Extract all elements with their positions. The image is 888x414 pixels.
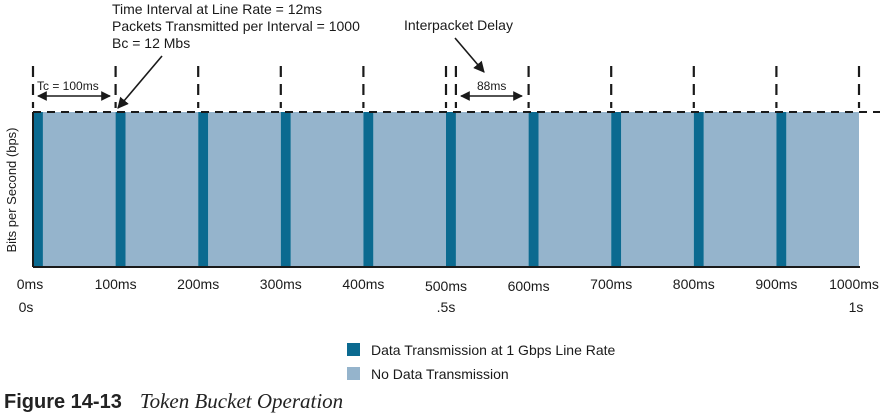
idle-period-4 [373,112,446,267]
y-axis-label: Bits per Second (bps) [4,127,19,252]
idle-period-7 [621,112,694,267]
transmit-burst-1 [115,112,126,267]
transmit-burst-2 [198,112,209,267]
token-bucket-diagram: 0ms 100ms 200ms 300ms 400ms 500ms 600ms 700ms 80… [4,1,880,315]
figure-title: Token Bucket Operation [139,389,344,413]
transmit-burst-9 [776,112,787,267]
idle-period-8 [703,112,777,267]
secondary-tick-label-0: 0s [19,299,34,315]
idle-period-2 [208,112,281,267]
tick-labels: 0ms 100ms 200ms 300ms 400ms 500ms 600ms 700ms 80… [17,276,879,315]
figure-label: Figure 14-13 [4,391,122,413]
legend-label-idle: No Data Transmission [371,366,509,382]
idle-period-0 [42,112,116,267]
callout-line-1: Time Interval at Line Rate = 12ms [112,1,322,17]
transmit-burst-6 [528,112,539,267]
transmit-burst-5 [446,112,456,267]
tick-label-2: 200ms [177,276,219,292]
tick-label-10: 1000ms [829,276,879,292]
legend-label-transmit: Data Transmission at 1 Gbps Line Rate [371,342,616,358]
tick-label-8: 800ms [673,276,715,292]
idle-period-9 [786,112,859,267]
bars-layer [33,112,859,267]
transmit-burst-3 [280,112,291,267]
legend-swatch-idle [347,367,360,380]
tick-label-0: 0ms [17,276,43,292]
idle-period-6 [538,112,612,267]
tick-label-5: 500ms [425,278,467,294]
transmit-burst-8 [693,112,704,267]
interval-markers [31,66,861,108]
transmit-burst-0 [33,112,43,267]
delay-label: 88ms [477,79,506,93]
idle-period-3 [290,112,364,267]
idle-period-5 [455,112,529,267]
callout-line-2: Packets Transmitted per Interval = 1000 [112,18,360,34]
tick-label-6: 600ms [508,278,550,294]
idle-period-1 [125,112,199,267]
secondary-tick-label-1: .5s [437,299,456,315]
tc-label: Tc = 100ms [37,79,99,93]
secondary-tick-label-2: 1s [849,299,864,315]
legend-swatch-transmit [347,343,360,356]
callout-line-3: Bc = 12 Mbs [112,35,190,51]
figure-caption: Figure 14-13 Token Bucket Operation [4,389,343,414]
interpacket-delay-title: Interpacket Delay [404,17,513,33]
tick-label-4: 400ms [342,276,384,292]
interpacket-pointer [454,37,485,73]
tick-label-9: 900ms [755,276,797,292]
tick-label-3: 300ms [260,276,302,292]
callout-annotation: Time Interval at Line Rate = 12ms Packet… [112,1,360,51]
callout-pointer [117,55,163,109]
axes [32,111,880,268]
transmit-burst-7 [611,112,622,267]
transmit-burst-4 [363,112,374,267]
tick-label-7: 700ms [590,276,632,292]
tick-label-1: 100ms [95,276,137,292]
